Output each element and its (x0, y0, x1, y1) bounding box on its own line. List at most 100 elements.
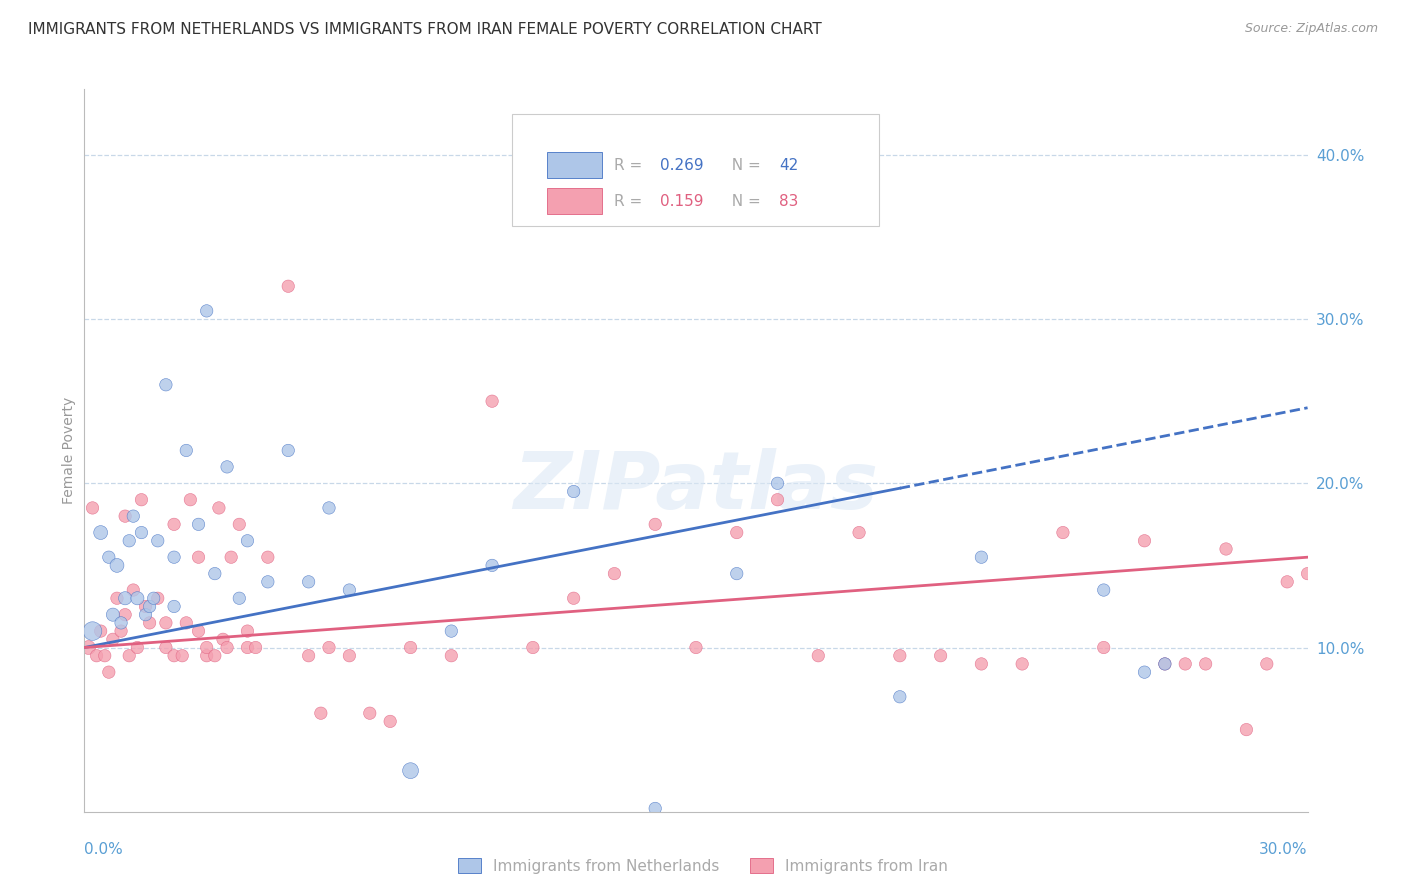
Point (318, 500, 340, 515)
Point (245, 640, 267, 655)
Point (1296, 566, 1319, 581)
Point (127, 591, 149, 606)
Point (138, 599, 160, 614)
Point (131, 492, 153, 507)
Text: 0.0%: 0.0% (84, 842, 124, 857)
Point (219, 550, 242, 565)
Text: ZIPatlas: ZIPatlas (513, 448, 879, 525)
Point (562, 484, 585, 499)
Point (1337, 657, 1360, 671)
Point (1174, 657, 1197, 671)
Point (101, 632, 124, 647)
Point (1236, 723, 1258, 737)
Point (228, 591, 250, 606)
Point (725, 525, 748, 540)
Point (195, 648, 218, 663)
Point (318, 640, 340, 655)
Point (187, 517, 209, 532)
Point (298, 574, 321, 589)
Point (217, 640, 239, 655)
Text: 42: 42 (779, 158, 799, 172)
Text: 83: 83 (779, 194, 799, 209)
Point (127, 640, 149, 655)
Point (179, 492, 201, 507)
Point (172, 648, 194, 663)
Point (1133, 533, 1156, 548)
Point (195, 304, 218, 318)
Point (82, 500, 104, 515)
Point (114, 607, 136, 622)
Point (77, 640, 100, 655)
Point (562, 591, 585, 606)
Point (155, 377, 177, 392)
Point (228, 517, 250, 532)
Point (118, 533, 141, 548)
Text: R =: R = (614, 194, 647, 209)
Point (1378, 657, 1400, 671)
Point (1052, 525, 1074, 540)
Point (1215, 541, 1237, 556)
Point (339, 648, 361, 663)
Point (399, 640, 422, 655)
Text: IMMIGRANTS FROM NETHERLANDS VS IMMIGRANTS FROM IRAN FEMALE POVERTY CORRELATION C: IMMIGRANTS FROM NETHERLANDS VS IMMIGRANT… (28, 22, 823, 37)
Point (122, 582, 145, 597)
Point (766, 492, 789, 507)
Point (174, 443, 197, 458)
Point (236, 624, 259, 639)
Point (685, 640, 707, 655)
Point (277, 279, 299, 293)
Point (105, 558, 128, 573)
Point (481, 558, 503, 573)
Point (135, 599, 157, 614)
Y-axis label: Female Poverty: Female Poverty (62, 397, 76, 504)
Point (118, 648, 141, 663)
Point (163, 517, 186, 532)
Point (1154, 657, 1177, 671)
Point (163, 648, 186, 663)
Point (481, 394, 503, 409)
Point (339, 582, 361, 597)
Point (217, 459, 239, 474)
Point (174, 615, 197, 630)
Point (122, 509, 145, 524)
Point (440, 624, 463, 639)
Point (644, 517, 666, 532)
Point (1011, 657, 1033, 671)
Point (110, 624, 132, 639)
Point (257, 574, 280, 589)
Point (970, 550, 993, 565)
Point (725, 566, 748, 581)
Text: N =: N = (721, 158, 765, 172)
Point (142, 591, 165, 606)
Point (187, 624, 209, 639)
Point (86, 648, 108, 663)
Point (522, 640, 544, 655)
Point (236, 640, 259, 655)
Point (90, 624, 112, 639)
Point (97, 665, 120, 680)
Point (1256, 657, 1278, 671)
Point (1399, 657, 1406, 671)
Point (146, 533, 169, 548)
Point (440, 648, 463, 663)
Point (1092, 640, 1115, 655)
Point (359, 706, 381, 721)
Point (1358, 657, 1381, 671)
FancyBboxPatch shape (547, 188, 602, 214)
Point (298, 648, 321, 663)
Point (97, 550, 120, 565)
Point (309, 706, 332, 721)
Point (236, 533, 259, 548)
Point (131, 525, 153, 540)
Text: Source: ZipAtlas.com: Source: ZipAtlas.com (1244, 22, 1378, 36)
Legend: Immigrants from Netherlands, Immigrants from Iran: Immigrants from Netherlands, Immigrants … (451, 852, 955, 880)
Point (163, 599, 186, 614)
FancyBboxPatch shape (547, 152, 602, 178)
Point (135, 607, 157, 622)
Point (889, 648, 911, 663)
Point (603, 566, 626, 581)
Text: 0.159: 0.159 (661, 194, 704, 209)
Text: 0.269: 0.269 (661, 158, 704, 172)
Point (82, 624, 104, 639)
Point (208, 500, 231, 515)
